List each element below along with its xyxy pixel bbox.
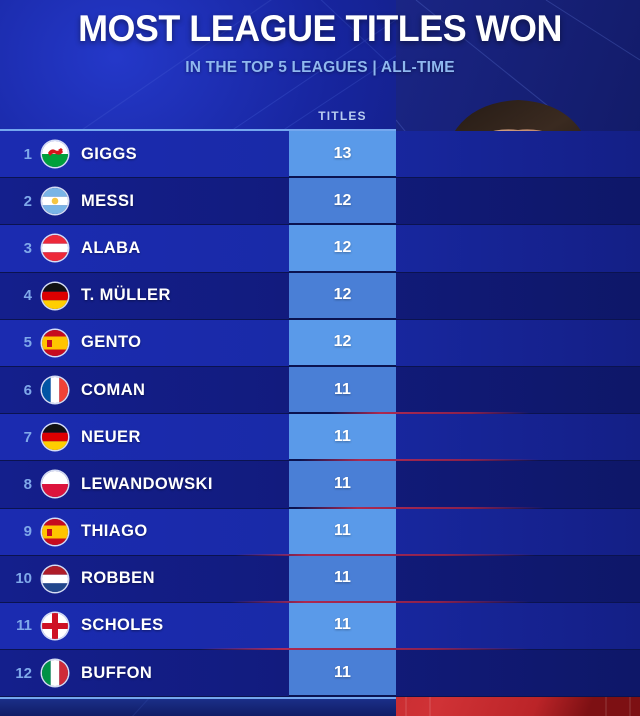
rank-number: 12 <box>15 664 32 682</box>
england-flag <box>42 612 68 639</box>
titles-value: 13 <box>289 131 396 178</box>
player-name: THIAGO <box>81 522 148 541</box>
player-name: ROBBEN <box>81 569 155 588</box>
table-row[interactable]: 3 ALABA 12 <box>0 225 640 273</box>
rank-number: 1 <box>23 145 32 163</box>
player-name: GIGGS <box>81 144 138 163</box>
player-name: ALABA <box>81 238 141 257</box>
page-title: MOST LEAGUE TITLES WON <box>78 8 562 49</box>
page-subtitle: IN THE TOP 5 LEAGUES | ALL-TIME <box>185 59 455 76</box>
titles-value: 11 <box>289 555 396 602</box>
table-row[interactable]: 12 BUFFON 11 <box>0 650 640 698</box>
titles-value: 11 <box>289 650 396 697</box>
rank-number: 9 <box>23 523 32 541</box>
table-row[interactable]: 8 LEWANDOWSKI 11 <box>0 461 640 509</box>
titles-value: 12 <box>289 225 396 272</box>
germany-flag <box>42 424 68 451</box>
rank-number: 5 <box>23 334 32 352</box>
rank-number: 6 <box>23 381 32 399</box>
column-header-titles: TITLES <box>318 109 367 123</box>
rank-number: 7 <box>23 428 32 446</box>
player-name: COMAN <box>81 380 146 399</box>
table-row[interactable]: 6 COMAN 11 <box>0 366 640 415</box>
titles-value: 12 <box>289 272 396 319</box>
table-row[interactable]: 11 SCHOLES 11 <box>0 602 640 651</box>
titles-value: 11 <box>289 602 396 650</box>
table-row[interactable]: 10 ROBBEN 11 <box>0 555 640 603</box>
titles-value: 11 <box>289 366 396 414</box>
player-name: T. MÜLLER <box>81 286 171 305</box>
spain-flag <box>42 329 68 356</box>
player-name: SCHOLES <box>81 616 164 635</box>
table-row[interactable]: 1 GIGGS 13 <box>0 131 640 179</box>
player-name: BUFFON <box>81 663 153 682</box>
player-name: GENTO <box>81 333 142 352</box>
titles-value: 11 <box>289 461 396 508</box>
rank-number: 4 <box>23 287 32 305</box>
bottom-strip <box>0 699 396 716</box>
france-flag <box>42 377 68 404</box>
spain-flag <box>42 518 68 545</box>
table-row[interactable]: 4 T. MÜLLER 12 <box>0 272 640 320</box>
rank-number: 10 <box>15 570 32 588</box>
ranking-table: 1 GIGGS 13 2 MESSI 12 3 ALABA 12 4 T. MÜLLER 12 5 GEN… <box>0 131 640 698</box>
player-name: NEUER <box>81 427 141 446</box>
titles-value: 12 <box>289 178 396 225</box>
netherlands-flag <box>42 565 68 592</box>
titles-value: 12 <box>289 319 396 366</box>
player-name: LEWANDOWSKI <box>81 474 213 493</box>
titles-value: 11 <box>289 414 396 461</box>
italy-flag <box>42 660 68 687</box>
table-row[interactable]: 7 NEUER 11 <box>0 414 640 462</box>
titles-value: 11 <box>289 508 396 555</box>
table-row[interactable]: 9 THIAGO 11 <box>0 508 640 556</box>
rank-number: 2 <box>23 192 32 210</box>
germany-flag <box>42 282 68 309</box>
austria-flag <box>42 235 68 262</box>
poland-flag <box>42 471 68 498</box>
table-row[interactable]: 5 GENTO 12 <box>0 319 640 367</box>
argentina-flag <box>42 188 68 215</box>
rank-number: 8 <box>23 475 32 493</box>
table-top-rule <box>0 129 396 131</box>
rank-number: 3 <box>23 239 32 257</box>
rank-number: 11 <box>16 617 32 635</box>
table-row[interactable]: 2 MESSI 12 <box>0 178 640 226</box>
table-bottom-rule <box>0 697 396 699</box>
player-name: MESSI <box>81 191 135 210</box>
wales-flag <box>42 141 68 168</box>
